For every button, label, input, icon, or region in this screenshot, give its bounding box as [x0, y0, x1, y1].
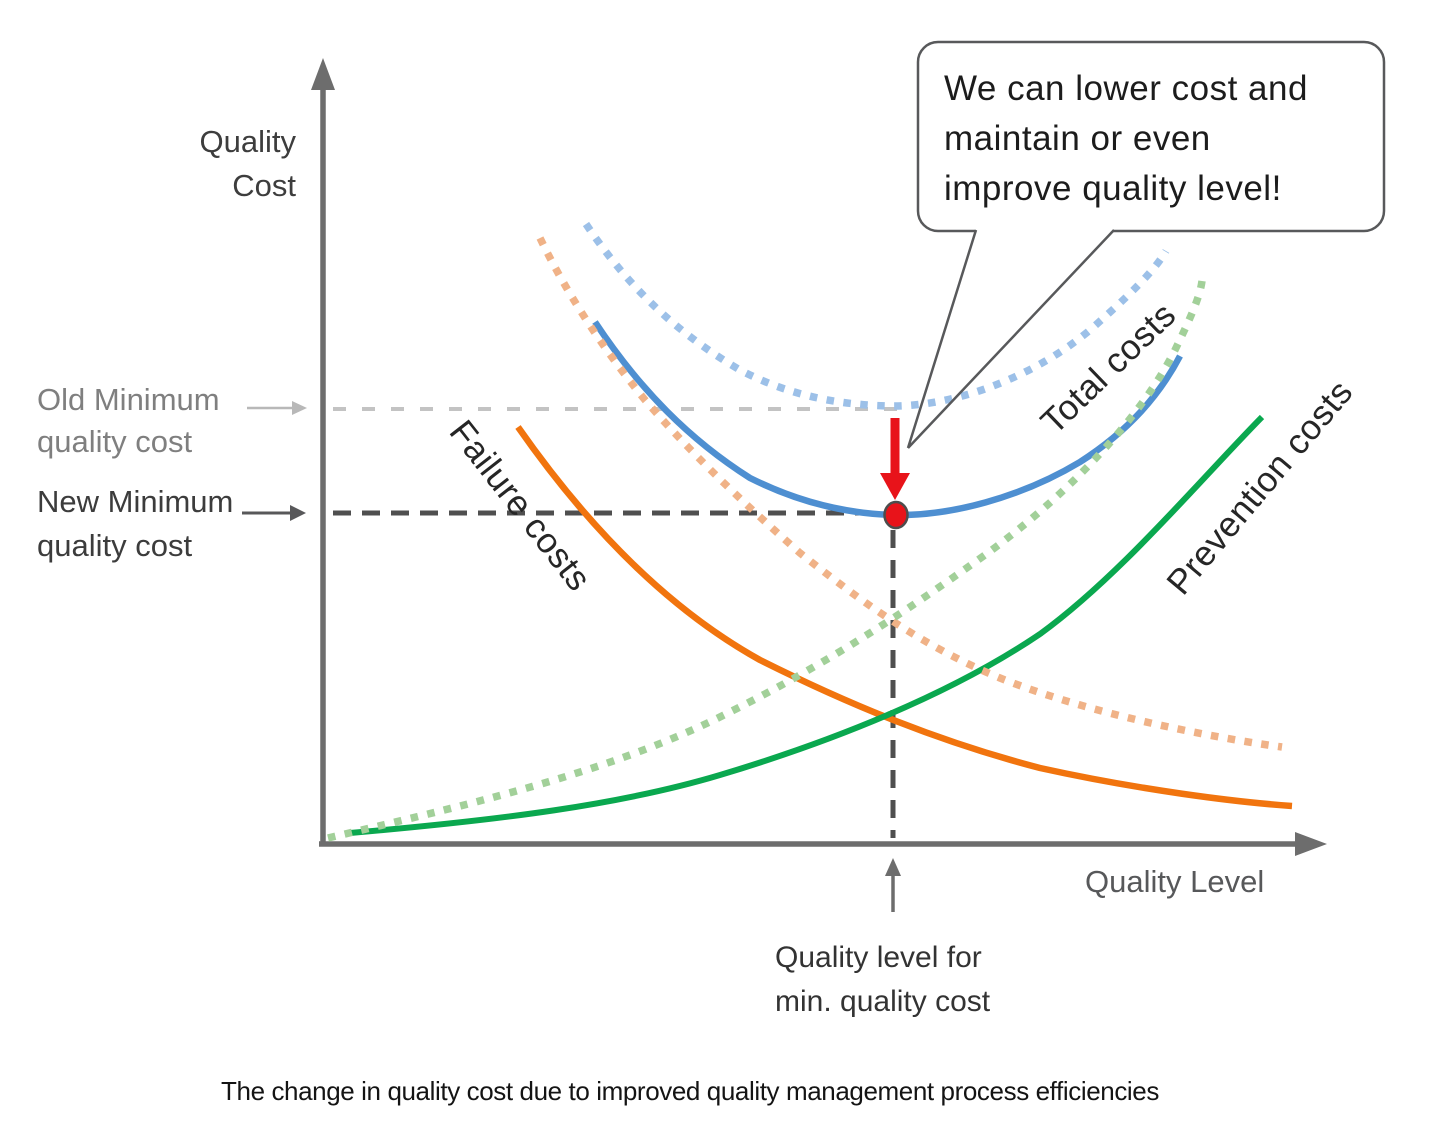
new-minimum-label-line1: New Minimum — [37, 484, 233, 519]
y-axis-label-line2: Cost — [232, 168, 296, 203]
red-arrow-head — [880, 473, 910, 500]
curve-failure-costs-new — [515, 425, 1293, 810]
y-axis-label-line1: Quality — [200, 124, 297, 159]
axes — [311, 58, 1327, 856]
quality-level-pointer-arrow-head — [885, 858, 901, 876]
old-minimum-label-line1: Old Minimum — [37, 382, 220, 417]
quality-level-min-label-line2: min. quality cost — [775, 985, 991, 1018]
old-minimum-arrow-head — [292, 401, 307, 415]
minimum-point-dot — [883, 500, 909, 530]
reference-lines — [333, 407, 912, 838]
curve-total-costs-old — [582, 221, 1170, 410]
y-axis-arrowhead — [311, 58, 335, 90]
quality-level-min-label-line1: Quality level for — [775, 941, 982, 974]
label-arrows — [242, 401, 901, 912]
new-minimum-label-line2: quality cost — [37, 528, 192, 563]
x-axis-arrowhead — [1295, 832, 1327, 856]
new-minimum-arrow-head — [290, 505, 306, 521]
x-axis-label: Quality Level — [1085, 864, 1264, 899]
speech-bubble-text-line1: We can lower cost and — [944, 69, 1308, 108]
curve-prevention-costs-old — [327, 280, 1206, 842]
curve-prevention-costs-new — [349, 414, 1265, 836]
speech-bubble-text-line3: improve quality level! — [944, 169, 1282, 208]
minimum-marker — [880, 418, 910, 530]
speech-bubble-tail-edges — [906, 229, 1115, 449]
curves-layer — [327, 221, 1293, 842]
old-minimum-label-line2: quality cost — [37, 424, 192, 459]
total-costs-label: Total costs — [1033, 295, 1183, 442]
speech-bubble-box — [916, 40, 1386, 233]
caption: The change in quality cost due to improv… — [221, 1076, 1159, 1106]
speech-bubble-text-line2: maintain or even — [944, 119, 1211, 158]
prevention-costs-label: Prevention costs — [1159, 373, 1360, 602]
